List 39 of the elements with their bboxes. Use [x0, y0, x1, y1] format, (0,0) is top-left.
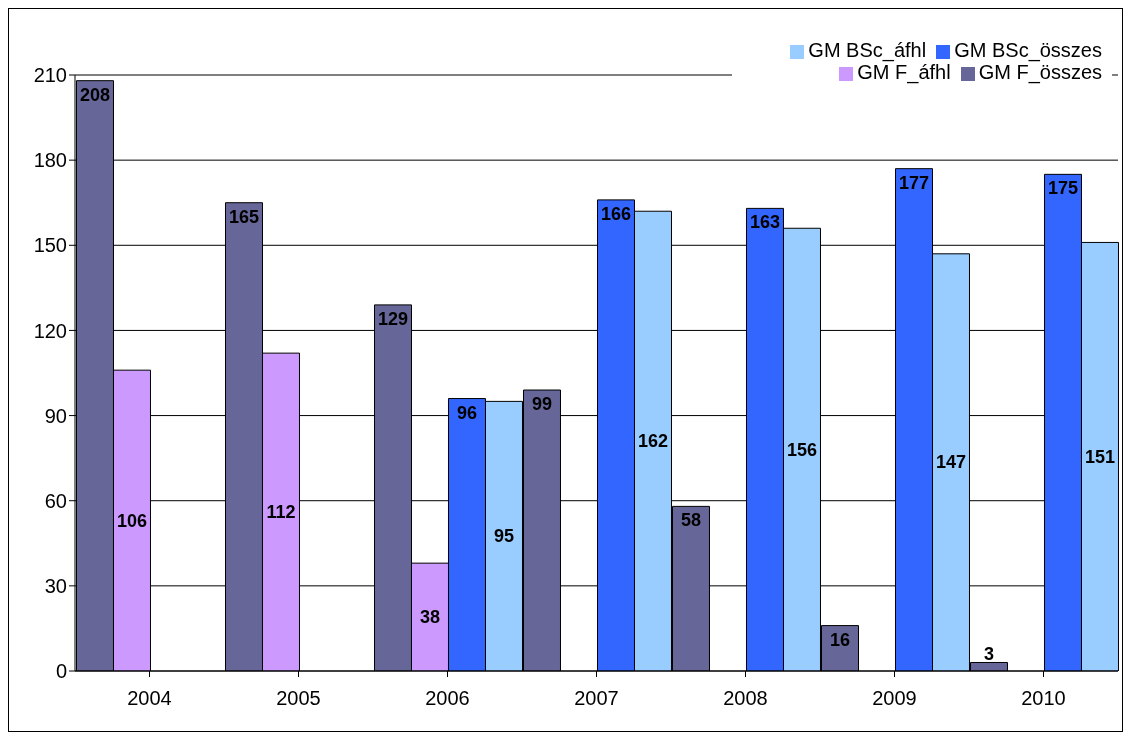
y-tick-label: 210 [33, 64, 67, 87]
y-tick-label: 120 [33, 319, 67, 342]
x-tick-label: 2007 [574, 687, 619, 710]
x-tick-label: 2009 [872, 687, 917, 710]
legend-label: GM BSc_összes [954, 39, 1102, 61]
legend-label: GM F_áfhl [857, 61, 951, 83]
data-label: 112 [266, 502, 296, 523]
x-tick-label: 2008 [723, 687, 768, 710]
y-tick-label: 90 [44, 404, 67, 427]
y-tick-label: 0 [55, 660, 67, 683]
data-label: 165 [228, 206, 260, 227]
data-label: 58 [680, 510, 702, 531]
x-tick-label: 2005 [276, 687, 321, 710]
data-label: 16 [829, 629, 851, 650]
x-tick-label: 2010 [1021, 687, 1066, 710]
data-label: 156 [786, 439, 818, 460]
data-label: 177 [898, 172, 930, 193]
y-tick-label: 30 [44, 574, 67, 597]
legend-label: GM BSc_áfhl [808, 39, 927, 61]
y-tick-label: 180 [33, 149, 67, 172]
data-label: 106 [116, 510, 148, 531]
data-label: 38 [419, 607, 441, 628]
data-label: 151 [1084, 446, 1116, 467]
data-label: 3 [983, 644, 994, 665]
data-label: 162 [637, 431, 669, 452]
data-label: 166 [600, 203, 632, 224]
x-tick-label: 2006 [425, 687, 470, 710]
data-label: 175 [1047, 178, 1079, 199]
data-label: 147 [935, 452, 967, 473]
y-tick-label: 60 [44, 489, 67, 512]
data-label: 96 [456, 402, 478, 423]
y-tick-label: 150 [33, 234, 67, 257]
x-tick-label: 2004 [127, 687, 172, 710]
data-label: 163 [749, 212, 781, 233]
data-label: 95 [493, 526, 515, 547]
data-label: 99 [531, 394, 553, 415]
legend-label: GM F_összes [978, 61, 1102, 83]
data-label: 129 [377, 308, 409, 329]
data-label: 208 [79, 84, 111, 105]
